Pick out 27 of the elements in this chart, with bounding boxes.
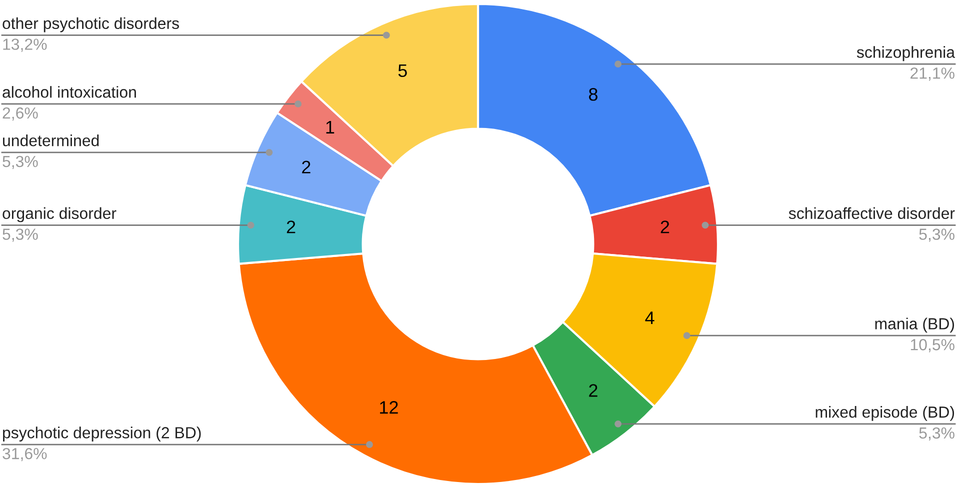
data-label: 4	[645, 312, 654, 324]
data-label: 1	[326, 121, 334, 134]
slice-label: undetermined	[3, 134, 99, 146]
data-label: 12	[380, 401, 398, 414]
data-label: 2	[660, 220, 670, 234]
text: 5,3%	[2, 156, 38, 170]
text: 10,5%	[910, 339, 954, 352]
slice-label: mixed episode (BD)	[816, 406, 954, 421]
data-label: 5	[398, 64, 407, 78]
data-label: 2	[302, 160, 310, 174]
slice-label: alcohol intoxication	[2, 86, 136, 98]
slice-label: organic disorder	[2, 207, 116, 222]
slice-label: other psychotic disorders	[2, 17, 179, 32]
slice-label: mania (BD)	[875, 318, 954, 333]
text: 5,3%	[2, 228, 38, 242]
text: 5,3%	[919, 427, 954, 441]
data-label: 2	[286, 220, 296, 234]
slice-label: schizoaffective disorder	[788, 207, 955, 220]
data-label: 8	[588, 88, 598, 101]
slice-label: schizophrenia	[856, 46, 956, 62]
slice-label: psychotic depression (2 BD)	[3, 426, 201, 442]
text: 5,3%	[919, 228, 954, 242]
text: 31,6%	[2, 448, 47, 462]
data-label: 2	[589, 384, 598, 397]
text: 21,1%	[910, 68, 954, 81]
text: 13,2%	[3, 38, 47, 52]
text: 2,6%	[2, 107, 38, 121]
